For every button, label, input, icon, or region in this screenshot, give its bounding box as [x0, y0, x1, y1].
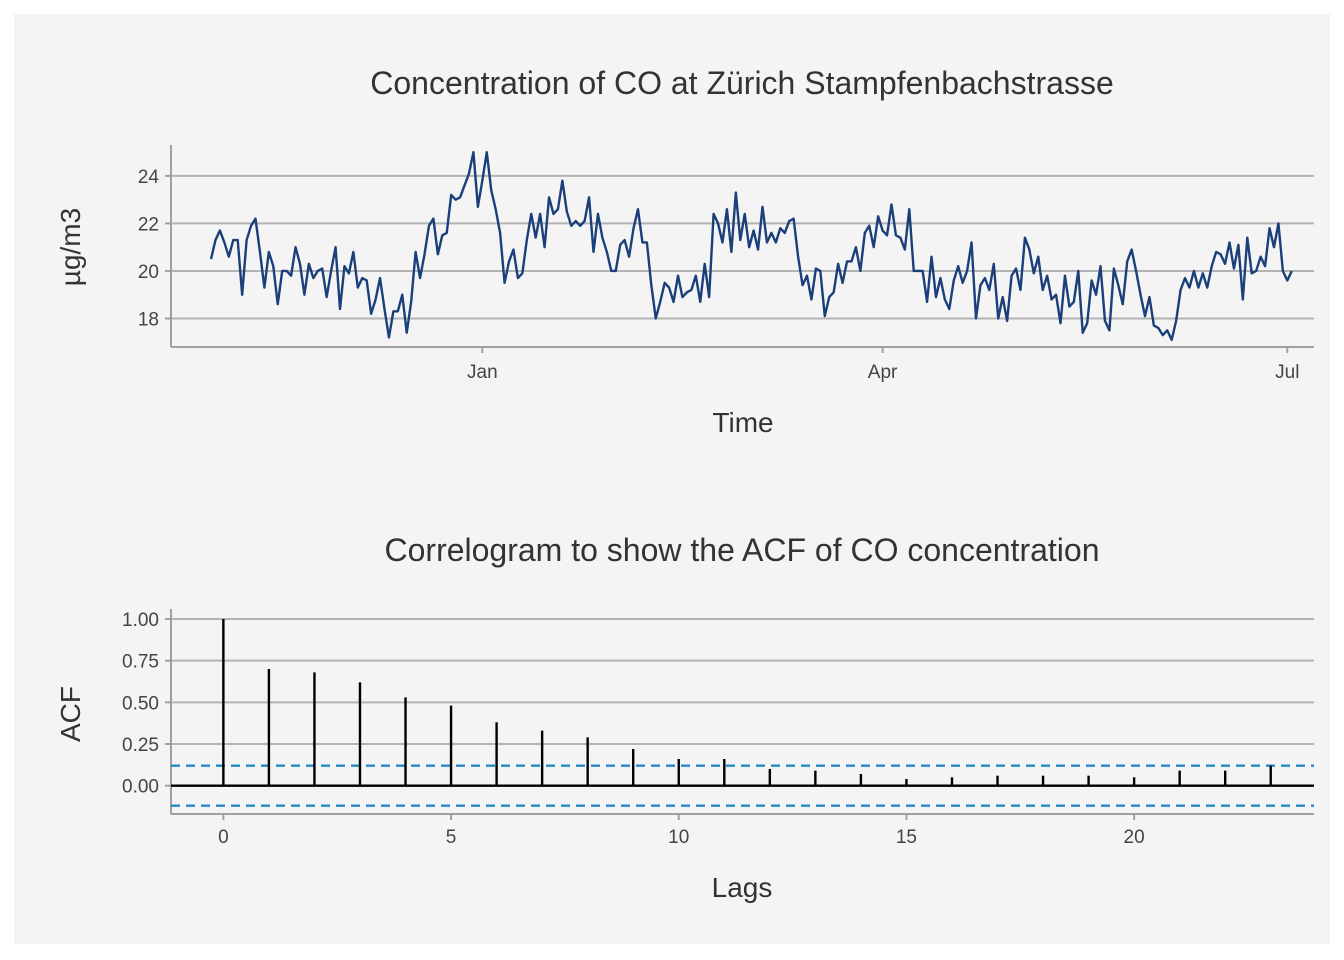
timeseries-y-tick-label: 18: [138, 309, 159, 330]
timeseries-x-tick-label: Jul: [1275, 362, 1299, 383]
timeseries-gridlines: [171, 174, 1314, 320]
acf-y-label: ACF: [55, 686, 86, 742]
acf-bars: [222, 619, 1272, 786]
timeseries-title: Concentration of CO at Zürich Stampfenba…: [370, 65, 1113, 101]
timeseries-x-label: Time: [712, 407, 773, 438]
acf-y-tick-label: 0.75: [122, 652, 159, 673]
timeseries-x-ticks: Jan Apr Jul: [467, 347, 1299, 383]
timeseries-line: [209, 150, 1293, 342]
timeseries-x-tick-label: Apr: [868, 362, 898, 383]
acf-y-tick-label: 0.00: [122, 777, 159, 798]
timeseries-y-tick-label: 20: [138, 262, 159, 283]
acf-x-tick-label: 5: [446, 827, 457, 848]
acf-x-tick-label: 0: [218, 827, 229, 848]
timeseries-y-label: µg/m3: [55, 208, 86, 286]
timeseries-chart: Concentration of CO at Zürich Stampfenba…: [55, 65, 1314, 438]
acf-x-tick-label: 20: [1124, 827, 1145, 848]
timeseries-x-tick-label: Jan: [467, 362, 498, 383]
acf-y-ticks: 0.00 0.25 0.50 0.75 1.00: [122, 610, 171, 798]
timeseries-y-ticks: 18 20 22 24: [138, 167, 171, 330]
chart-canvas: Concentration of CO at Zürich Stampfenba…: [55, 65, 1314, 903]
acf-x-tick-label: 10: [668, 827, 689, 848]
acf-x-tick-label: 15: [896, 827, 917, 848]
acf-gridlines: [171, 618, 1314, 787]
acf-chart: Correlogram to show the ACF of CO concen…: [55, 532, 1314, 903]
acf-y-tick-label: 0.25: [122, 735, 159, 756]
figure-panel: Concentration of CO at Zürich Stampfenba…: [14, 14, 1330, 944]
acf-y-tick-label: 1.00: [122, 610, 159, 631]
acf-y-tick-label: 0.50: [122, 693, 159, 714]
acf-title: Correlogram to show the ACF of CO concen…: [385, 532, 1100, 568]
acf-x-label: Lags: [712, 872, 773, 903]
timeseries-y-tick-label: 22: [138, 214, 159, 235]
acf-x-ticks: 0 5 10 15 20: [218, 814, 1145, 848]
timeseries-y-tick-label: 24: [138, 167, 160, 188]
